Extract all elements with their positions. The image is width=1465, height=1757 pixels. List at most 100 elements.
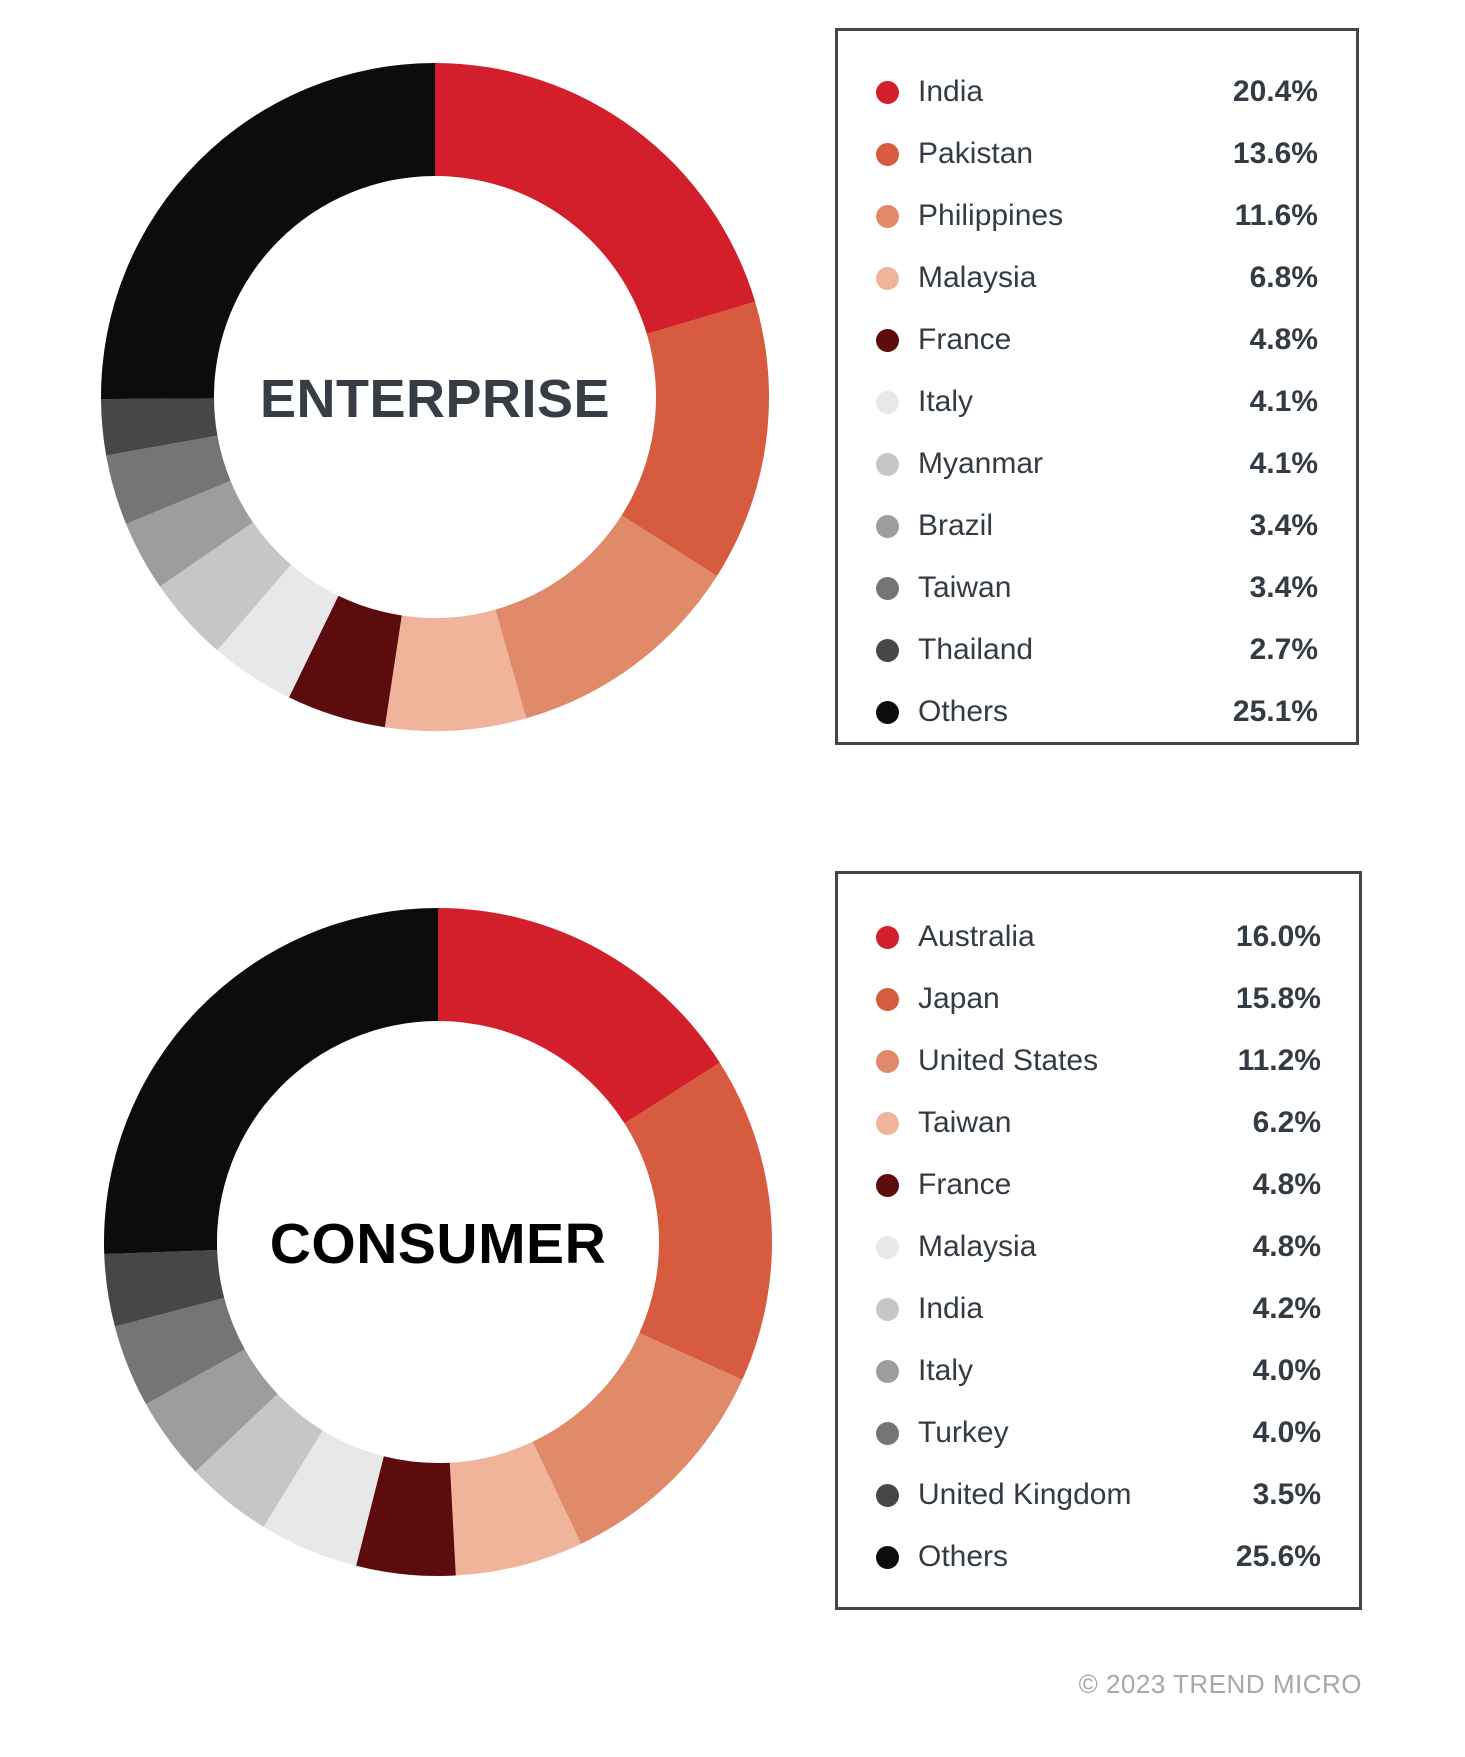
legend-country-label: Italy: [918, 1354, 974, 1387]
legend-row: Turkey 4.0%: [838, 1402, 1359, 1464]
legend-swatch-icon: [876, 452, 899, 476]
legend-country-label: Others: [918, 695, 1009, 728]
donut-slice-thailand: [101, 398, 218, 456]
legend-percent-value: 6.2%: [1252, 1106, 1321, 1139]
legend-swatch-icon: [876, 514, 899, 538]
legend-swatch-icon: [876, 142, 899, 166]
enterprise-donut-chart: [101, 63, 770, 732]
legend-country-label: Malaysia: [918, 1230, 1037, 1263]
legend-swatch-icon: [876, 638, 899, 662]
legend-row: Philippines 11.6%: [838, 185, 1356, 247]
legend-row: Italy 4.0%: [838, 1340, 1359, 1402]
legend-row: India 4.2%: [838, 1278, 1359, 1340]
legend-percent-value: 6.8%: [1249, 261, 1318, 294]
consumer-center-label: CONSUMER: [269, 1212, 607, 1276]
legend-country-label: Pakistan: [918, 137, 1034, 170]
legend-percent-value: 25.6%: [1235, 1540, 1321, 1573]
legend-swatch-icon: [876, 1111, 899, 1135]
legend-country-label: Japan: [918, 982, 1000, 1015]
donut-slice-philippines: [495, 515, 718, 719]
legend-swatch-icon: [876, 204, 899, 228]
legend-percent-value: 4.1%: [1249, 385, 1318, 418]
legend-row: Brazil 3.4%: [838, 495, 1356, 557]
donut-slice-italy: [217, 564, 339, 698]
donut-slice-italy: [145, 1349, 278, 1472]
legend-percent-value: 4.0%: [1252, 1354, 1321, 1387]
donut-slice-india: [435, 63, 756, 335]
legend-country-label: Myanmar: [918, 447, 1044, 480]
enterprise-legend: India 20.4% Pakistan 13.6% Philippines 1…: [835, 28, 1359, 745]
legend-row: Myanmar 4.1%: [838, 433, 1356, 495]
legend-country-label: Others: [918, 1540, 1009, 1573]
legend-row: France 4.8%: [838, 1154, 1359, 1216]
legend-country-label: Thailand: [918, 633, 1034, 666]
legend-row: Thailand 2.7%: [838, 619, 1356, 681]
legend-percent-value: 4.8%: [1252, 1230, 1321, 1263]
legend-row: India 20.4%: [838, 61, 1356, 123]
legend-swatch-icon: [876, 266, 899, 290]
legend-swatch-icon: [876, 700, 899, 724]
legend-row: Taiwan 3.4%: [838, 557, 1356, 619]
legend-swatch-icon: [876, 987, 899, 1011]
legend-row: Others 25.1%: [838, 681, 1356, 743]
legend-percent-value: 16.0%: [1235, 920, 1321, 953]
legend-row: Italy 4.1%: [838, 371, 1356, 433]
legend-country-label: Brazil: [918, 509, 994, 542]
legend-row: France 4.8%: [838, 309, 1356, 371]
legend-percent-value: 20.4%: [1232, 75, 1318, 108]
legend-swatch-icon: [876, 1235, 899, 1259]
donut-slice-malaysia: [384, 609, 527, 732]
copyright-notice: © 2023 TREND MICRO: [1078, 1669, 1362, 1699]
consumer-legend: Australia 16.0% Japan 15.8% United State…: [835, 871, 1362, 1610]
legend-swatch-icon: [876, 576, 899, 600]
legend-percent-value: 4.0%: [1252, 1416, 1321, 1449]
legend-country-label: India: [918, 75, 984, 108]
legend-swatch-icon: [876, 390, 899, 414]
legend-country-label: United States: [918, 1044, 1099, 1077]
legend-swatch-icon: [876, 925, 899, 949]
legend-country-label: France: [918, 1168, 1012, 1201]
legend-row: Others 25.6%: [838, 1526, 1359, 1588]
donut-slice-brazil: [126, 480, 253, 587]
legend-country-label: Philippines: [918, 199, 1064, 232]
legend-swatch-icon: [876, 1359, 899, 1383]
legend-country-label: United Kingdom: [918, 1478, 1132, 1511]
donut-slice-united-states: [532, 1333, 743, 1544]
legend-percent-value: 4.8%: [1252, 1168, 1321, 1201]
legend-country-label: Malaysia: [918, 261, 1037, 294]
consumer-donut-chart: [104, 908, 773, 1576]
enterprise-center-label: ENTERPRISE: [259, 369, 611, 429]
legend-row: Australia 16.0%: [838, 906, 1359, 968]
legend-row: Taiwan 6.2%: [838, 1092, 1359, 1154]
legend-percent-value: 13.6%: [1232, 137, 1318, 170]
donut-slice-malaysia: [263, 1430, 384, 1566]
donut-slice-taiwan: [106, 435, 231, 524]
donut-slice-others: [104, 908, 438, 1255]
legend-country-label: Taiwan: [918, 571, 1012, 604]
legend-swatch-icon: [876, 1483, 899, 1507]
legend-row: Japan 15.8%: [838, 968, 1359, 1030]
legend-country-label: Australia: [918, 920, 1035, 953]
legend-percent-value: 4.1%: [1249, 447, 1318, 480]
donut-slice-others: [101, 63, 435, 400]
legend-row: Malaysia 6.8%: [838, 247, 1356, 309]
legend-swatch-icon: [876, 1545, 899, 1569]
legend-country-label: Turkey: [918, 1416, 1009, 1449]
legend-country-label: Taiwan: [918, 1106, 1012, 1139]
donut-slice-australia: [438, 908, 720, 1124]
legend-percent-value: 11.6%: [1234, 199, 1318, 232]
legend-row: United States 11.2%: [838, 1030, 1359, 1092]
legend-row: United Kingdom 3.5%: [838, 1464, 1359, 1526]
legend-swatch-icon: [876, 328, 899, 352]
donut-slice-turkey: [114, 1297, 245, 1405]
legend-country-label: France: [918, 323, 1012, 356]
donut-slice-pakistan: [621, 301, 770, 576]
legend-percent-value: 15.8%: [1235, 982, 1321, 1015]
legend-row: Pakistan 13.6%: [838, 123, 1356, 185]
legend-percent-value: 3.4%: [1249, 571, 1318, 604]
legend-swatch-icon: [876, 1297, 899, 1321]
legend-swatch-icon: [876, 1421, 899, 1445]
donut-slice-myanmar: [159, 522, 291, 651]
legend-percent-value: 4.8%: [1249, 323, 1318, 356]
legend-percent-value: 2.7%: [1249, 633, 1318, 666]
